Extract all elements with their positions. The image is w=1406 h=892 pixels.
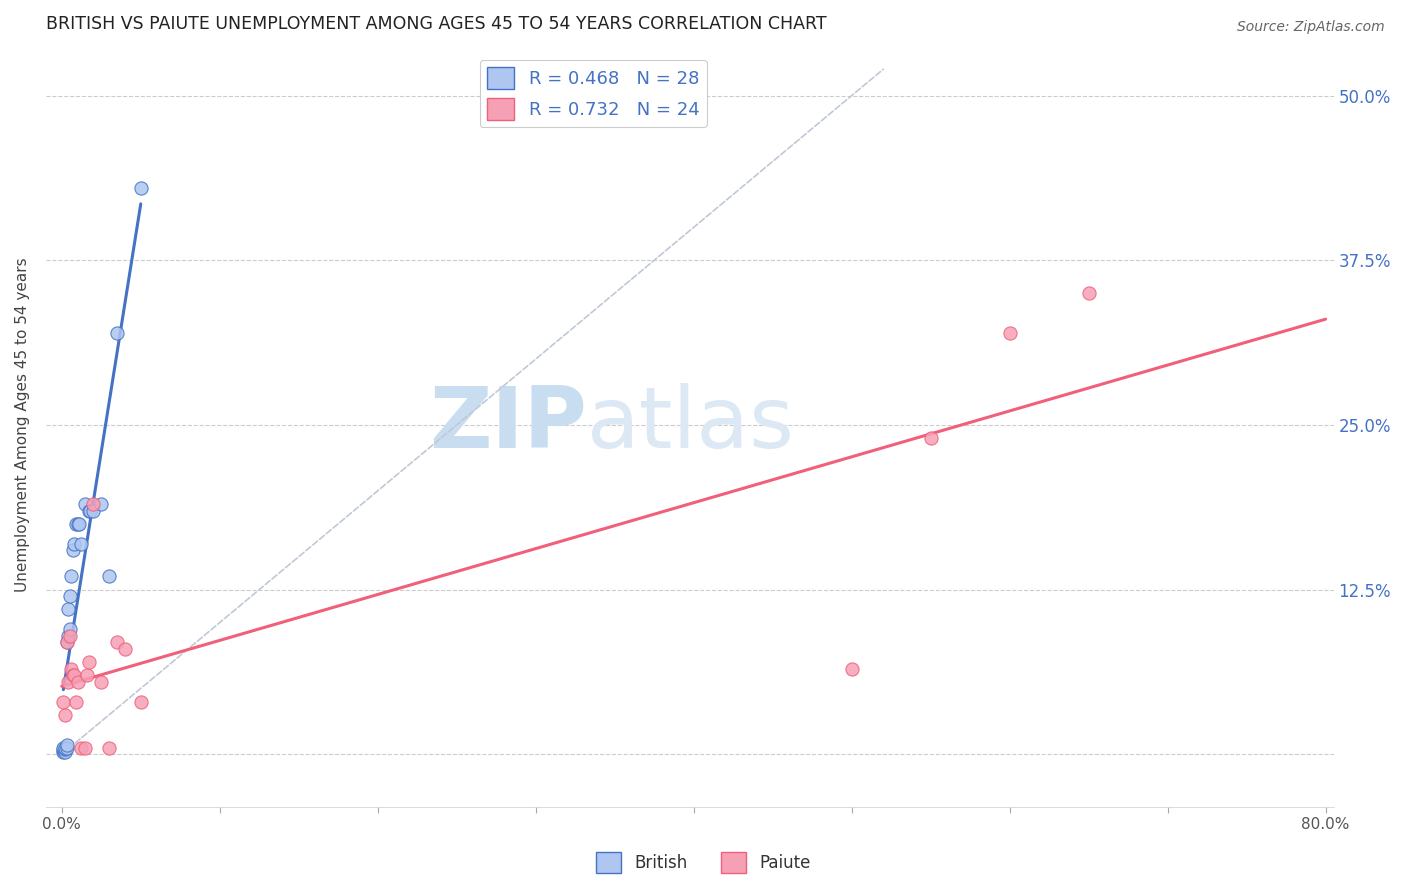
Point — [82, 503, 104, 517]
Point — [52, 743, 75, 757]
Legend: British, Paiute: British, Paiute — [589, 846, 817, 880]
Point — [62, 668, 84, 682]
Point — [66, 674, 89, 689]
Point — [55, 635, 77, 649]
Point — [52, 745, 75, 759]
Point — [59, 629, 82, 643]
Point — [1077, 286, 1099, 301]
Text: atlas: atlas — [586, 384, 794, 467]
Point — [90, 674, 112, 689]
Y-axis label: Unemployment Among Ages 45 to 54 years: Unemployment Among Ages 45 to 54 years — [15, 258, 30, 592]
Point — [77, 655, 100, 669]
Point — [55, 740, 77, 755]
Text: ZIP: ZIP — [429, 384, 586, 467]
Point — [52, 695, 75, 709]
Point — [69, 536, 91, 550]
Point — [59, 622, 82, 636]
Point — [129, 181, 152, 195]
Point — [98, 569, 121, 583]
Text: Source: ZipAtlas.com: Source: ZipAtlas.com — [1237, 20, 1385, 34]
Point — [52, 740, 75, 755]
Point — [75, 740, 97, 755]
Point — [63, 536, 86, 550]
Point — [114, 641, 136, 656]
Point — [77, 503, 100, 517]
Point — [69, 740, 91, 755]
Point — [841, 662, 863, 676]
Point — [62, 543, 84, 558]
Point — [65, 516, 87, 531]
Point — [998, 326, 1021, 340]
Point — [63, 668, 86, 682]
Point — [67, 516, 90, 531]
Point — [79, 503, 101, 517]
Point — [56, 674, 79, 689]
Point — [55, 738, 77, 752]
Point — [90, 497, 112, 511]
Point — [56, 602, 79, 616]
Point — [105, 635, 128, 649]
Point — [60, 569, 83, 583]
Point — [53, 740, 76, 755]
Point — [53, 745, 76, 759]
Point — [76, 668, 98, 682]
Point — [59, 589, 82, 603]
Point — [98, 740, 121, 755]
Point — [60, 662, 83, 676]
Point — [82, 497, 104, 511]
Point — [53, 707, 76, 722]
Point — [55, 635, 77, 649]
Point — [53, 742, 76, 756]
Text: BRITISH VS PAIUTE UNEMPLOYMENT AMONG AGES 45 TO 54 YEARS CORRELATION CHART: BRITISH VS PAIUTE UNEMPLOYMENT AMONG AGE… — [46, 15, 827, 33]
Point — [75, 497, 97, 511]
Point — [105, 326, 128, 340]
Point — [65, 695, 87, 709]
Point — [129, 695, 152, 709]
Legend: R = 0.468   N = 28, R = 0.732   N = 24: R = 0.468 N = 28, R = 0.732 N = 24 — [479, 60, 707, 127]
Point — [56, 629, 79, 643]
Point — [920, 431, 942, 445]
Point — [66, 516, 89, 531]
